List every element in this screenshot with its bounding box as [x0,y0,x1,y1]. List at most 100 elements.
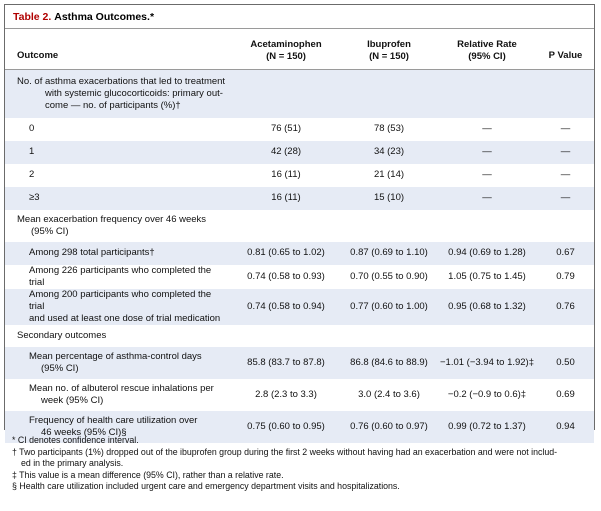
row-label: Frequency of health care utilization ove… [5,410,231,443]
acetaminophen-cell: 76 (51) [270,123,302,134]
header-relative-rate-ci: (95% CI) [468,51,506,62]
table-row: 1 42 (28) 34 (23) — — [5,140,594,164]
p-value-cell: — [560,123,571,134]
row-label: 1 [5,140,231,164]
header-p-value: P Value [537,29,594,70]
section-secondary: Secondary outcomes [17,329,107,341]
row-label: Mean no. of albuterol rescue inhalations… [5,379,231,411]
footnote: ‡ This value is a mean difference (95% C… [12,469,284,480]
row-label: ≥3 [5,186,231,210]
table-row: 0 76 (51) 78 (53) — — [5,118,594,141]
footnotes: * CI denotes confidence interval. † Two … [12,435,592,493]
row-label: 2 [29,169,35,180]
section-line: (95% CI) [31,225,69,237]
ibuprofen-cell: 0.70 (0.55 to 0.90) [350,270,428,282]
table-frame: Table 2. Asthma Outcomes.* Outcome Aceta… [4,4,595,443]
relative-rate-cell: 0.94 (0.69 to 1.28) [437,241,537,265]
table-row: Mean percentage of asthma-control days (… [5,346,594,379]
header-outcome: Outcome [5,29,231,70]
header-acetaminophen-name: Acetaminophen [250,39,322,50]
table-label: Table 2. [13,11,52,23]
acetaminophen-cell: 2.8 (2.3 to 3.3) [255,388,317,400]
acetaminophen-cell: 42 (28) [231,140,341,164]
footnote: § Health care utilization included urgen… [12,481,400,491]
relative-rate-cell: — [437,140,537,164]
section-line: with systemic glucocorticoids: primary o… [45,87,223,99]
row-label: 0 [29,123,35,134]
row-label-line: (95% CI) [41,362,79,374]
table-row: 2 16 (11) 21 (14) — — [5,164,594,187]
header-ibuprofen-n: (N = 150) [369,51,409,62]
acetaminophen-cell: 0.74 (0.58 to 0.94) [231,288,341,325]
ibuprofen-cell: 0.87 (0.69 to 1.10) [341,241,437,265]
relative-rate-cell: 0.99 (0.72 to 1.37) [437,410,537,443]
table-row: Among 226 participants who completed the… [5,265,594,289]
acetaminophen-cell: 0.74 (0.58 to 0.93) [247,270,325,282]
row-label-line: Mean no. of albuterol rescue inhalations… [29,382,214,394]
header-ibuprofen: Ibuprofen (N = 150) [341,29,437,70]
header-relative-rate-name: Relative Rate [457,39,517,50]
acetaminophen-cell: 85.8 (83.7 to 87.8) [231,346,341,379]
ibuprofen-cell: 0.76 (0.60 to 0.97) [341,410,437,443]
header-acetaminophen-n: (N = 150) [266,51,306,62]
section-frequency: Mean exacerbation frequency over 46 week… [5,210,594,242]
ibuprofen-cell: 21 (14) [373,169,405,180]
relative-rate-cell: 0.95 (0.68 to 1.32) [437,288,537,325]
row-label-line: week (95% CI) [41,394,104,406]
row-label-line: Among 200 participants who completed the… [29,288,212,312]
relative-rate-cell: — [482,169,492,180]
row-label-line: Among 298 total participants† [29,247,155,258]
table-title-text: Asthma Outcomes.* [54,11,155,23]
row-label-line: 46 weeks (95% CI)§ [41,426,127,438]
row-label: Among 298 total participants† [5,241,231,265]
relative-rate-cell: — [437,186,537,210]
relative-rate-cell: 1.05 (0.75 to 1.45) [448,270,526,282]
row-label-line: Mean percentage of asthma-control days [29,350,202,362]
p-value-cell: — [560,169,571,180]
header-relative-rate: Relative Rate (95% CI) [437,29,537,70]
relative-rate-cell: −0.2 (−0.9 to 0.6)‡ [447,388,527,400]
row-label-line: and used at least one dose of trial medi… [29,312,221,324]
header-acetaminophen: Acetaminophen (N = 150) [231,29,341,70]
table-row: ≥3 16 (11) 15 (10) — — [5,186,594,210]
acetaminophen-cell: 16 (11) [231,186,341,210]
row-label: Mean percentage of asthma-control days (… [5,346,231,379]
footnote: * CI denotes confidence interval. [12,435,139,445]
p-value-cell: 0.79 [556,270,575,282]
p-value-cell: 0.94 [537,410,594,443]
header-row: Outcome Acetaminophen (N = 150) Ibuprofe… [5,29,594,70]
table-row: Mean no. of albuterol rescue inhalations… [5,379,594,411]
section-row: Secondary outcomes [5,325,594,347]
ibuprofen-cell: 34 (23) [341,140,437,164]
acetaminophen-cell: 16 (11) [271,169,301,180]
row-label: Among 200 participants who completed the… [5,288,231,325]
footnote: † Two participants (1%) dropped out of t… [12,446,558,457]
table-title: Table 2. Asthma Outcomes.* [5,5,594,29]
p-value-cell: 0.67 [537,241,594,265]
ibuprofen-cell: 78 (53) [373,123,405,134]
section-line: come — no. of participants (%)† [45,99,181,111]
table-row: Among 298 total participants† 0.81 (0.65… [5,241,594,265]
section-line: No. of asthma exacerbations that led to … [17,75,226,87]
acetaminophen-cell: 0.81 (0.65 to 1.02) [231,241,341,265]
p-value-cell: 0.76 [537,288,594,325]
row-label-line: Frequency of health care utilization ove… [29,414,198,426]
p-value-cell: — [537,186,594,210]
section-line: Mean exacerbation frequency over 46 week… [17,213,207,225]
footnote-continuation: ed in the primary analysis. [21,458,124,468]
table-row: Frequency of health care utilization ove… [5,410,594,443]
section-row: Mean exacerbation frequency over 46 week… [5,210,594,242]
table-row: Among 200 participants who completed the… [5,288,594,325]
ibuprofen-cell: 3.0 (2.4 to 3.6) [358,388,420,400]
acetaminophen-cell: 0.75 (0.60 to 0.95) [231,410,341,443]
section-row: No. of asthma exacerbations that led to … [5,69,594,118]
ibuprofen-cell: 86.8 (84.6 to 88.9) [341,346,437,379]
p-value-cell: 0.69 [556,388,575,400]
ibuprofen-cell: 15 (10) [341,186,437,210]
section-exacerbations: No. of asthma exacerbations that led to … [5,69,594,118]
p-value-cell: — [537,140,594,164]
header-ibuprofen-name: Ibuprofen [367,39,411,50]
p-value-cell: 0.50 [537,346,594,379]
outcomes-table: Outcome Acetaminophen (N = 150) Ibuprofe… [5,29,594,443]
ibuprofen-cell: 0.77 (0.60 to 1.00) [341,288,437,325]
